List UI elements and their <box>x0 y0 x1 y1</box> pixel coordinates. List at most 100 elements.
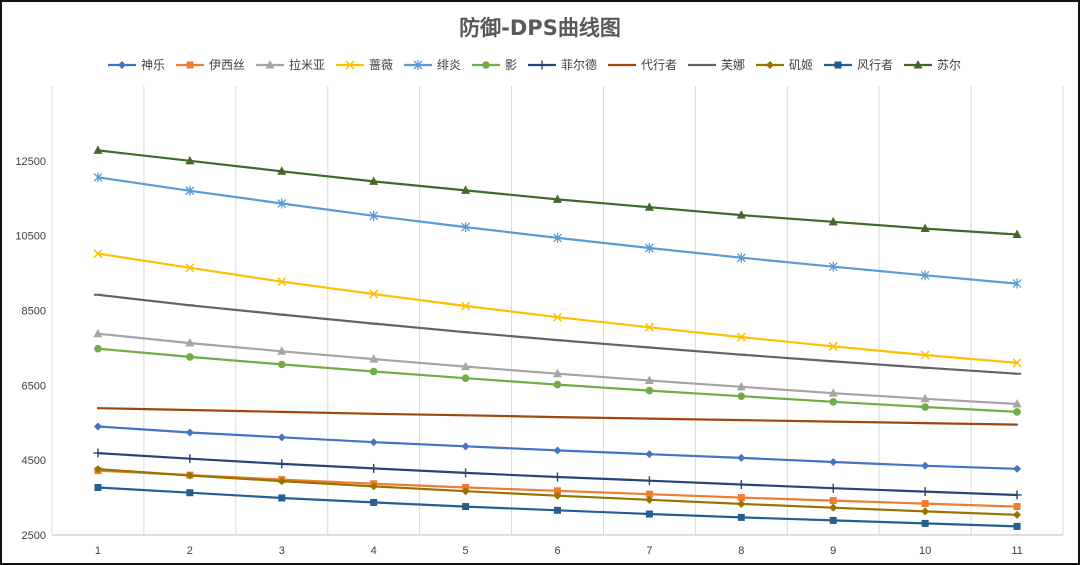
data-point <box>832 420 835 423</box>
legend-item: 风行者 <box>824 58 893 72</box>
data-point <box>828 483 838 493</box>
data-point <box>828 388 838 397</box>
data-point <box>277 459 287 469</box>
data-point <box>461 374 470 383</box>
data-point <box>188 409 191 412</box>
data-point <box>186 489 194 497</box>
data-point <box>920 270 930 281</box>
data-point <box>93 448 103 458</box>
legend-item: 影 <box>472 58 517 72</box>
gridlines <box>51 86 1064 536</box>
series-蔷薇 <box>93 249 1022 368</box>
chart-title: 防御-DPS曲线图 <box>459 16 621 40</box>
data-point <box>461 185 471 194</box>
data-point <box>93 328 103 338</box>
y-tick-label: 10500 <box>15 231 46 243</box>
data-point <box>553 446 562 455</box>
data-point <box>828 216 838 226</box>
data-point <box>277 277 287 287</box>
legend-label: 风行者 <box>857 58 893 72</box>
legend-marker <box>537 60 547 70</box>
data-point <box>461 468 471 478</box>
data-point <box>740 419 743 422</box>
data-point <box>280 410 283 413</box>
data-point <box>829 458 838 467</box>
data-point <box>644 375 654 384</box>
x-tick-label: 2 <box>187 545 193 557</box>
data-point <box>553 380 562 389</box>
data-point <box>553 194 562 203</box>
data-point <box>645 450 654 459</box>
data-point <box>185 428 194 437</box>
data-point <box>921 500 929 508</box>
legend-marker <box>345 60 355 70</box>
data-point <box>185 471 194 480</box>
data-point <box>369 210 379 221</box>
data-point <box>186 353 194 361</box>
series-影 <box>94 344 1021 416</box>
data-point <box>277 360 286 369</box>
legend-label: 影 <box>505 58 517 72</box>
data-point <box>737 392 746 400</box>
x-tick-label: 10 <box>919 545 931 557</box>
y-tick-label: 2500 <box>22 530 46 542</box>
legend-item: 神乐 <box>108 58 165 72</box>
data-point <box>464 414 467 417</box>
data-point <box>737 513 745 521</box>
x-tick-label: 1 <box>95 545 101 557</box>
data-point <box>93 249 103 259</box>
x-tick-label: 9 <box>830 545 836 557</box>
data-point <box>277 166 287 175</box>
legend-marker <box>766 61 774 69</box>
legend-label: 代行者 <box>641 58 677 72</box>
legend-label: 神乐 <box>141 58 165 72</box>
data-point <box>1012 229 1022 239</box>
data-point <box>921 519 929 527</box>
data-point <box>185 338 195 347</box>
legend-item: 拉米亚 <box>256 57 325 72</box>
data-point <box>369 438 378 447</box>
data-point <box>370 498 378 506</box>
legend-item: 代行者 <box>608 58 677 72</box>
series-菲尔德 <box>93 448 1022 500</box>
data-point <box>736 332 746 342</box>
y-tick-label: 6500 <box>22 380 46 392</box>
data-point <box>554 487 561 495</box>
data-point <box>372 412 375 415</box>
legend-marker <box>834 61 842 69</box>
y-axis: 2500 4500 6500 8500 10500 12500 <box>15 156 46 542</box>
data-point <box>93 145 103 154</box>
x-axis: 1 2 3 4 5 6 7 8 9 10 11 <box>95 545 1023 557</box>
data-point <box>737 499 746 508</box>
data-point <box>461 222 471 233</box>
data-point <box>277 346 287 355</box>
legend-label: 绯炎 <box>437 58 461 72</box>
data-point <box>645 490 653 498</box>
legend-item: 蔷薇 <box>336 58 393 72</box>
legend-label: 蔷薇 <box>369 58 393 72</box>
series-绯炎 <box>93 172 1022 289</box>
data-point <box>1016 423 1019 426</box>
data-point <box>1012 278 1022 289</box>
data-point <box>829 503 838 512</box>
data-point <box>921 403 929 411</box>
legend-item: 菲尔德 <box>528 57 597 72</box>
x-tick-label: 3 <box>279 545 285 557</box>
legend-label: 菲尔德 <box>561 57 597 72</box>
legend-label: 拉米亚 <box>289 57 325 72</box>
data-point <box>1012 399 1022 408</box>
data-point <box>461 487 470 496</box>
data-point <box>644 202 654 211</box>
data-point <box>736 252 746 263</box>
y-tick-label: 12500 <box>15 156 46 168</box>
x-tick-label: 11 <box>1011 545 1022 557</box>
data-point <box>369 289 379 299</box>
data-point <box>556 416 559 419</box>
legend-item: 矶姬 <box>756 58 813 72</box>
data-point <box>461 301 471 311</box>
y-tick-label: 8500 <box>22 306 46 318</box>
legend-item: 芙娜 <box>688 58 745 72</box>
data-point <box>1013 464 1022 473</box>
data-point <box>462 503 470 511</box>
